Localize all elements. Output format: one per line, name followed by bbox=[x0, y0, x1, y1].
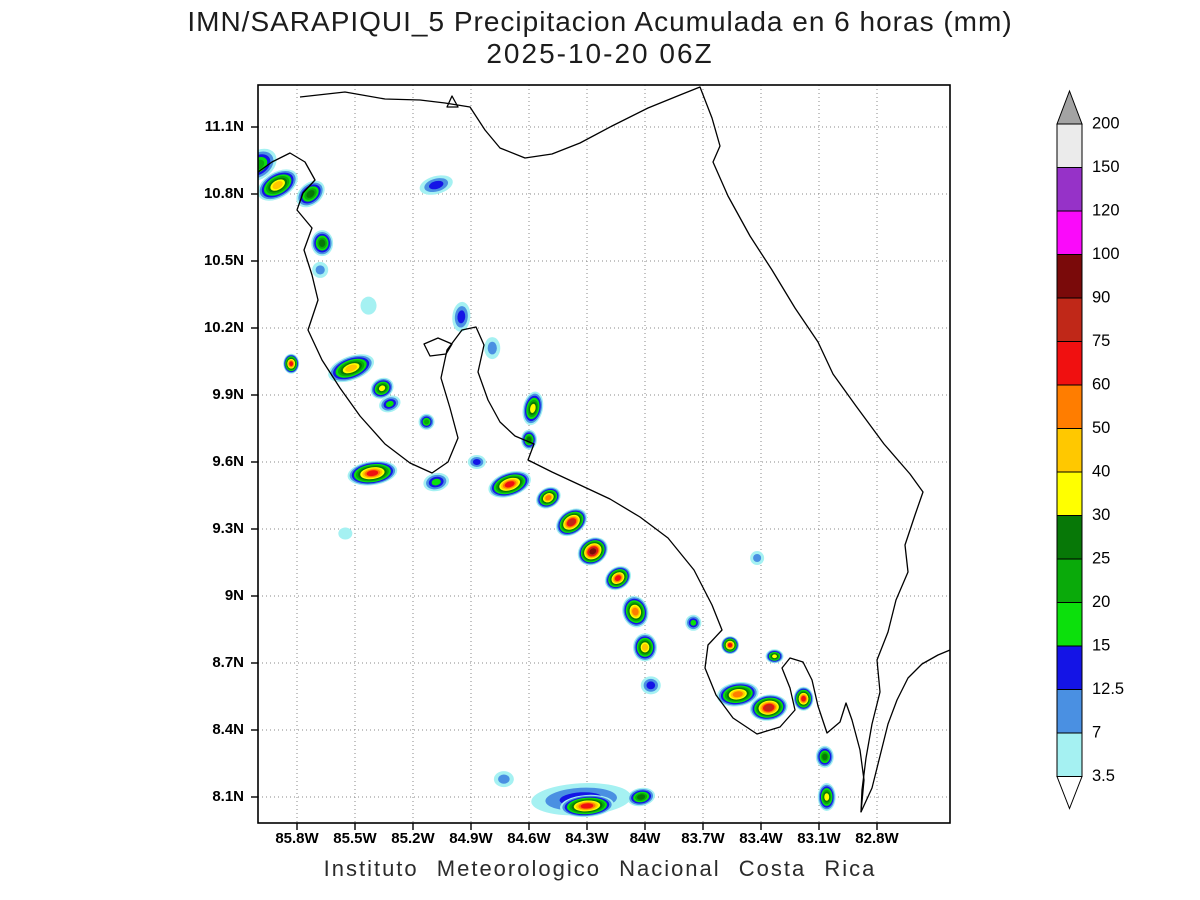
colorbar-label: 7 bbox=[1092, 723, 1101, 741]
y-tick-label: 9.6N bbox=[212, 452, 244, 470]
y-tick-label: 10.2N bbox=[203, 318, 244, 336]
colorbar-label: 60 bbox=[1092, 375, 1110, 393]
colorbar-label: 100 bbox=[1092, 245, 1120, 263]
colorbar-label: 12.5 bbox=[1092, 680, 1124, 698]
coastline-caribbean-border bbox=[299, 86, 924, 813]
x-tick-label: 83.4W bbox=[739, 830, 783, 847]
x-tick-label: 84.3W bbox=[565, 830, 609, 847]
x-tick-label: 83.1W bbox=[797, 830, 841, 847]
colorbar-label: 150 bbox=[1092, 158, 1120, 176]
coastline bbox=[258, 86, 950, 813]
x-tick-label: 84.6W bbox=[507, 830, 551, 847]
coastline-pacific bbox=[258, 152, 950, 813]
precipitation-cells bbox=[258, 148, 836, 818]
map-plot bbox=[251, 84, 951, 830]
colorbar-label: 200 bbox=[1092, 114, 1120, 132]
y-tick-label: 8.7N bbox=[212, 653, 244, 671]
x-tick-label: 84W bbox=[629, 830, 661, 847]
x-tick-label: 85.8W bbox=[275, 830, 319, 847]
colorbar-label: 40 bbox=[1092, 462, 1110, 480]
colorbar-label: 15 bbox=[1092, 636, 1110, 654]
colorbar-label: 20 bbox=[1092, 593, 1110, 611]
colorbar-label: 30 bbox=[1092, 506, 1110, 524]
y-tick-label: 10.8N bbox=[203, 184, 244, 202]
y-tick-label: 9.3N bbox=[212, 519, 244, 537]
x-tick-label: 83.7W bbox=[681, 830, 725, 847]
y-tick-label: 9.9N bbox=[212, 385, 244, 403]
x-tick-label: 82.8W bbox=[855, 830, 899, 847]
colorbar: 200 150 120 100 90 75 60 50 40 30 25 20 15 12.5 7 3.5 bbox=[1056, 89, 1124, 810]
y-tick-label: 11.1N bbox=[204, 118, 244, 135]
y-tick-label: 9N bbox=[224, 586, 244, 604]
colorbar-label: 75 bbox=[1092, 332, 1110, 350]
x-tick-label: 85.2W bbox=[391, 830, 435, 847]
chart-title: IMN/SARAPIQUI_5 Precipitacion Acumulada … bbox=[187, 6, 1013, 37]
plot-border bbox=[257, 84, 951, 824]
colorbar-label: 90 bbox=[1092, 288, 1110, 306]
y-tick-label: 8.1N bbox=[212, 787, 244, 805]
lake-island bbox=[446, 95, 459, 108]
colorbar-label: 25 bbox=[1092, 549, 1110, 567]
y-tick-label: 10.5N bbox=[203, 251, 244, 269]
colorbar-label: 3.5 bbox=[1092, 767, 1115, 785]
chart-subtitle: 2025-10-20 06Z bbox=[486, 38, 714, 69]
x-tick-label: 85.5W bbox=[333, 830, 377, 847]
footer-credit: Instituto Meteorologico Nacional Costa R… bbox=[323, 856, 877, 881]
x-tick-label: 84.9W bbox=[449, 830, 493, 847]
y-tick-label: 8.4N bbox=[212, 720, 244, 738]
grid-lines bbox=[258, 85, 950, 823]
axis-ticks bbox=[251, 126, 878, 830]
chira-island bbox=[423, 337, 453, 357]
colorbar-label: 50 bbox=[1092, 419, 1110, 437]
colorbar-label: 120 bbox=[1092, 201, 1120, 219]
